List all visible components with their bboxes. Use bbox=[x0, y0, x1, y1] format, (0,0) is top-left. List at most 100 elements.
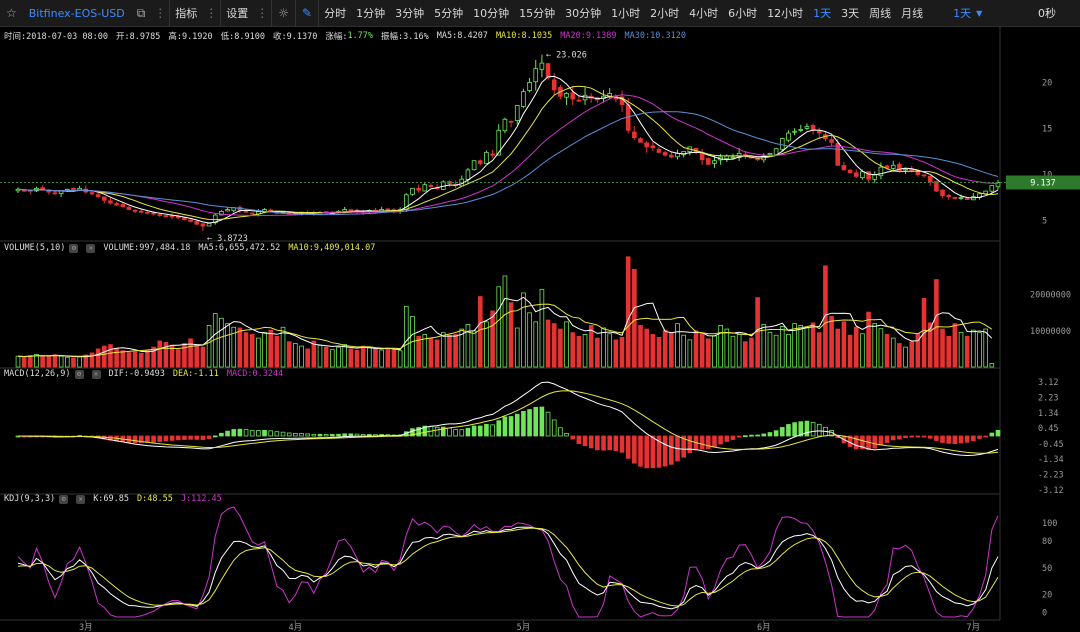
volume-bar bbox=[619, 336, 625, 368]
pencil-icon[interactable]: ✎ bbox=[302, 6, 313, 20]
sun-icon[interactable]: ☼ bbox=[278, 6, 290, 20]
candle-body bbox=[650, 145, 656, 149]
period-tab-6[interactable]: 30分钟 bbox=[565, 6, 602, 20]
macd-bar bbox=[927, 435, 933, 439]
close-icon[interactable]: ✕ bbox=[91, 369, 101, 379]
volume-bar bbox=[397, 350, 403, 368]
volume-bar bbox=[108, 344, 113, 368]
period-tab-14[interactable]: 周线 bbox=[869, 6, 892, 20]
period-tab-1[interactable]: 1分钟 bbox=[356, 6, 386, 20]
x-axis-label: 3月 bbox=[79, 623, 93, 632]
period-tab-0[interactable]: 分时 bbox=[324, 6, 347, 20]
period-tab-7[interactable]: 1小时 bbox=[611, 6, 641, 20]
period-tab-4[interactable]: 10分钟 bbox=[473, 6, 510, 20]
macd-bar bbox=[459, 429, 465, 437]
volume-bar bbox=[958, 331, 964, 368]
period-tab-12[interactable]: 1天 bbox=[813, 6, 832, 20]
candle-body bbox=[804, 126, 810, 129]
volume-bar bbox=[693, 330, 699, 368]
macd-bar bbox=[348, 433, 354, 437]
period-tab-8[interactable]: 2小时 bbox=[650, 6, 680, 20]
volume-bar bbox=[15, 355, 21, 368]
macd-bar bbox=[477, 425, 483, 437]
period-tab-3[interactable]: 5分钟 bbox=[434, 6, 464, 20]
price-axis-tick: 15 bbox=[1042, 124, 1052, 134]
macd-bar bbox=[434, 426, 440, 437]
close-icon[interactable]: ✕ bbox=[86, 243, 96, 253]
volume-bar bbox=[514, 327, 520, 368]
period-tab-10[interactable]: 6小时 bbox=[728, 6, 758, 20]
macd-bar bbox=[786, 424, 791, 437]
macd-bar bbox=[243, 429, 249, 437]
drag-handle-icon[interactable]: ⋮ bbox=[256, 6, 269, 20]
period-dropdown-label[interactable]: 1天 bbox=[953, 6, 972, 20]
gear-icon[interactable]: ⚙ bbox=[69, 243, 79, 253]
candle-body bbox=[428, 185, 434, 187]
candle-body bbox=[662, 152, 668, 156]
candle-body bbox=[342, 209, 347, 212]
caret-down-icon[interactable]: ▼ bbox=[976, 8, 983, 18]
volume-bar bbox=[274, 335, 280, 368]
candle-body bbox=[545, 63, 551, 79]
x-axis-label: 5月 bbox=[517, 623, 531, 632]
popout-icon[interactable]: ⧉ bbox=[136, 5, 146, 20]
period-tab-15[interactable]: 月线 bbox=[901, 6, 924, 20]
candle-body bbox=[58, 190, 64, 195]
close-icon[interactable]: ✕ bbox=[76, 494, 86, 504]
volume-bar bbox=[607, 333, 613, 368]
symbol-selector[interactable]: ☆ Bitfinex-EOS-USD ⧉ ⋮ bbox=[0, 0, 171, 27]
macd-bar bbox=[175, 435, 181, 441]
ma30-line bbox=[17, 111, 999, 216]
gear-icon[interactable]: ⚙ bbox=[59, 494, 69, 504]
candle-body bbox=[995, 182, 1001, 188]
macd-bar bbox=[194, 435, 200, 440]
macd-bar bbox=[964, 435, 970, 443]
settings-button[interactable]: 设置 bbox=[226, 6, 249, 20]
drag-handle-icon[interactable]: ⋮ bbox=[154, 6, 167, 20]
chart-canvas[interactable]: 51015209.137← 23.026← 3.8723100000002000… bbox=[0, 27, 1080, 632]
kdj-indicator-name: KDJ(9,3,3) bbox=[4, 494, 56, 504]
volume-bar bbox=[699, 333, 705, 368]
candle-body bbox=[71, 187, 76, 191]
candle-body bbox=[576, 99, 582, 102]
volume-bar bbox=[884, 334, 890, 368]
volume-bar bbox=[662, 329, 668, 368]
macd-axis-tick: 1.34 bbox=[1038, 409, 1058, 419]
indicators-button[interactable]: 指标 bbox=[175, 6, 198, 20]
period-dropdown[interactable]: 1天 ▼ bbox=[928, 0, 982, 27]
macd-bar bbox=[798, 421, 804, 437]
candle-body bbox=[755, 158, 760, 161]
symbol-label[interactable]: Bitfinex-EOS-USD bbox=[28, 6, 125, 20]
macd-bar bbox=[718, 435, 723, 445]
macd-axis-tick: -3.12 bbox=[1038, 486, 1064, 496]
candle-body bbox=[897, 163, 902, 172]
volume-ma10-line bbox=[17, 303, 993, 358]
period-tab-9[interactable]: 4小时 bbox=[689, 6, 719, 20]
info-high: 高:9.1920 bbox=[168, 32, 213, 42]
candle-body bbox=[675, 152, 680, 158]
macd-bar bbox=[151, 435, 156, 443]
gear-icon[interactable]: ⚙ bbox=[74, 369, 84, 379]
period-tab-2[interactable]: 3分钟 bbox=[395, 6, 425, 20]
star-icon[interactable]: ☆ bbox=[6, 6, 17, 20]
macd-bar bbox=[946, 435, 952, 444]
volume-bar bbox=[521, 292, 526, 368]
macd-bar bbox=[157, 435, 163, 442]
volume-bar bbox=[200, 346, 206, 368]
volume-bar bbox=[792, 323, 797, 368]
volume-bar bbox=[416, 335, 421, 368]
volume-bar bbox=[650, 334, 656, 368]
period-tab-5[interactable]: 15分钟 bbox=[519, 6, 556, 20]
period-tab-13[interactable]: 3天 bbox=[841, 6, 860, 20]
kdj-k-line bbox=[17, 526, 999, 610]
macd-bar bbox=[909, 435, 915, 438]
candle-body bbox=[730, 156, 736, 159]
kdj-d-line bbox=[17, 527, 999, 607]
macd-bar bbox=[502, 416, 508, 437]
volume-bar bbox=[132, 351, 138, 368]
macd-bar bbox=[767, 432, 773, 437]
period-tab-11[interactable]: 12小时 bbox=[767, 6, 804, 20]
drag-handle-icon[interactable]: ⋮ bbox=[205, 6, 218, 20]
macd-bar bbox=[601, 435, 606, 451]
volume-bar bbox=[897, 343, 902, 368]
